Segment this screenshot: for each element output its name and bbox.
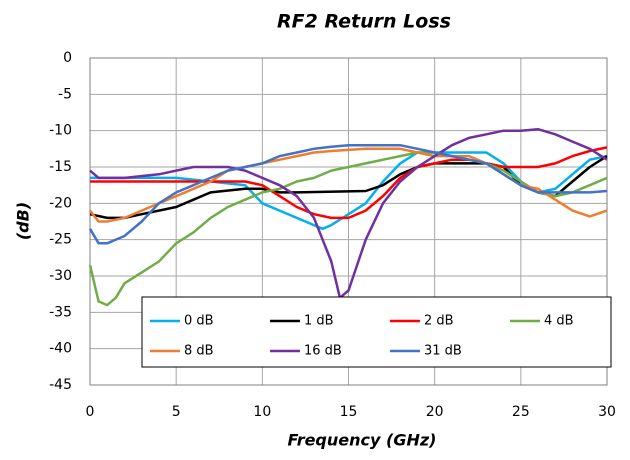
y-tick-label: -25: [49, 232, 72, 248]
y-tick-label: -45: [49, 377, 72, 393]
legend-label: 0 dB: [184, 314, 214, 329]
legend-label: 4 dB: [544, 314, 574, 329]
series-line: [88, 143, 608, 245]
legend-label: 2 dB: [424, 314, 454, 329]
x-axis-label: Frequency (GHz): [288, 431, 437, 450]
legend-box: [141, 296, 612, 368]
legend-label: 8 dB: [184, 344, 214, 359]
x-tick-label: 20: [426, 404, 444, 420]
legend: 0 dB 1 dB 2 dB 4 dB 8 dB 16 dB 31 dB: [141, 296, 612, 368]
chart-title: RF2 Return Loss: [277, 11, 451, 33]
y-tick-label: -30: [49, 268, 72, 284]
y-tick-label: -20: [49, 195, 72, 211]
y-tick-label: -15: [49, 159, 72, 175]
y-tick-label: -35: [49, 304, 72, 320]
series-line: [89, 127, 608, 300]
y-tick-label: -5: [58, 86, 72, 102]
legend-label: 31 dB: [424, 344, 462, 359]
x-tick-label: 5: [172, 404, 181, 420]
y-axis-label: (dB): [14, 202, 33, 240]
y-tick-label: -40: [49, 341, 72, 357]
y-tick-label: 0: [63, 50, 72, 66]
series-line: [88, 151, 608, 307]
plot-border: [89, 57, 608, 386]
series-line: [90, 146, 608, 220]
x-tick-label: 25: [512, 404, 530, 420]
x-tick-label: 30: [598, 404, 616, 420]
x-tick-label: 10: [253, 404, 271, 420]
legend-label: 1 dB: [304, 314, 334, 329]
legend-label: 16 dB: [304, 344, 342, 359]
x-tick-label: 15: [340, 404, 358, 420]
x-tick-label: 0: [86, 404, 95, 420]
y-tick-label: -10: [49, 123, 72, 139]
